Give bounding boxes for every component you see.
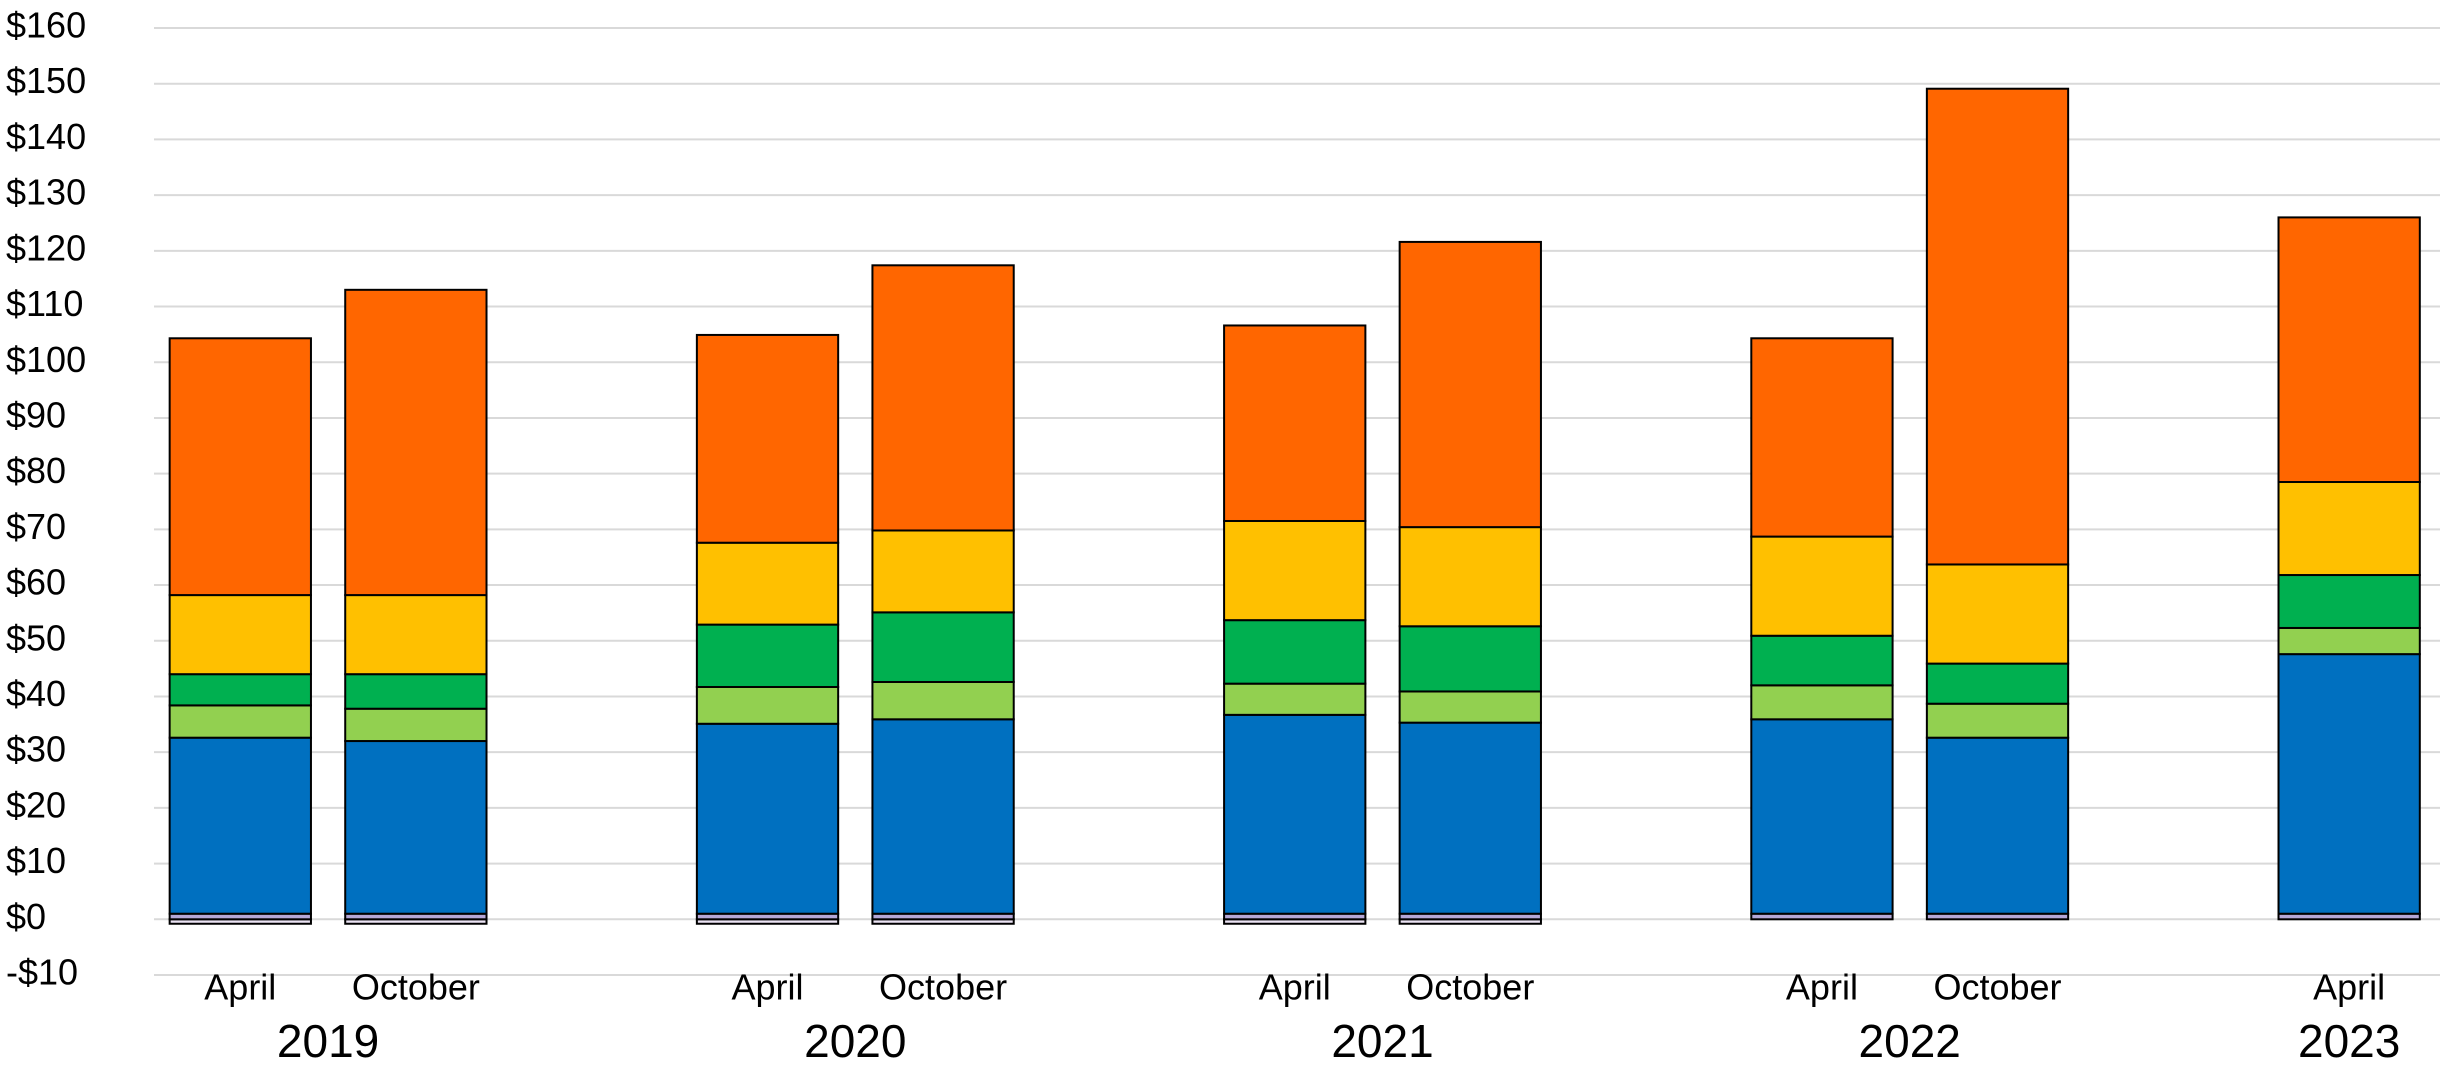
- bar-segment: [1750, 684, 1894, 721]
- bar-segment: [168, 337, 312, 597]
- x-tick-label: April: [1259, 967, 1331, 1008]
- bar-segment: [1925, 662, 2070, 705]
- y-tick-label: $140: [6, 116, 86, 157]
- y-tick-label: $120: [6, 227, 86, 268]
- y-tick-label: -$10: [6, 952, 78, 993]
- bar-segment: [871, 529, 1015, 614]
- y-tick-label: $90: [6, 394, 66, 435]
- bar-segment: [344, 707, 488, 743]
- bar-segment: [344, 673, 488, 710]
- y-tick-label: $10: [6, 840, 66, 881]
- group-label: 2023: [2298, 1015, 2400, 1067]
- bar-segment: [1398, 240, 1542, 529]
- x-tick-label: October: [1933, 967, 2061, 1008]
- bar-segment: [1398, 721, 1542, 915]
- bar-segment: [168, 673, 312, 707]
- group-label: 2021: [1331, 1015, 1433, 1067]
- bar-segment: [2277, 216, 2421, 484]
- bar-segment: [695, 541, 840, 626]
- bar-segment: [1925, 736, 2070, 915]
- y-tick-label: $50: [6, 617, 66, 658]
- y-tick-label: $80: [6, 450, 66, 491]
- x-tick-label: October: [1406, 967, 1534, 1008]
- bar-segment: [1925, 563, 2070, 665]
- bar-segment: [1223, 682, 1367, 716]
- bar-segment: [1750, 634, 1894, 687]
- bar-segment: [695, 333, 840, 544]
- y-tick-label: $150: [6, 60, 86, 101]
- y-tick-label: $0: [6, 896, 46, 937]
- bar-segment: [168, 704, 312, 739]
- bar-segment: [1398, 625, 1542, 693]
- bar-segment: [871, 264, 1015, 532]
- y-tick-label: $130: [6, 172, 86, 213]
- bar-segment: [1750, 337, 1894, 538]
- x-tick-label: April: [2313, 967, 2385, 1008]
- y-tick-label: $40: [6, 673, 66, 714]
- bar-segment: [1223, 519, 1367, 622]
- bar-segment: [871, 680, 1015, 721]
- x-tick-label: October: [352, 967, 480, 1008]
- bar-segment: [871, 611, 1015, 683]
- x-tick-label: April: [204, 967, 276, 1008]
- y-tick-label: $30: [6, 729, 66, 770]
- bar-segment: [344, 594, 488, 676]
- bar-segment: [2277, 481, 2421, 577]
- x-tick-label: April: [1786, 967, 1858, 1008]
- group-label: 2020: [804, 1015, 906, 1067]
- bar-segment: [1398, 690, 1542, 724]
- bar-segment: [695, 623, 840, 689]
- y-tick-label: $110: [6, 283, 83, 324]
- x-tick-label: October: [879, 967, 1007, 1008]
- bar-segment: [2277, 653, 2421, 915]
- bar-segment: [1223, 713, 1367, 915]
- bar-segment: [344, 740, 488, 915]
- bar-segment: [695, 722, 840, 915]
- bar-segment: [344, 288, 488, 597]
- y-tick-label: $70: [6, 506, 66, 547]
- bar-segment: [1925, 87, 2070, 566]
- bar-segment: [1750, 718, 1894, 915]
- x-tick-label: April: [732, 967, 804, 1008]
- bar-segment: [1223, 619, 1367, 685]
- bar-segment: [1750, 535, 1894, 637]
- group-label: 2019: [277, 1015, 379, 1067]
- y-tick-label: $20: [6, 784, 66, 825]
- bar-segment: [695, 686, 840, 725]
- group-label: 2022: [1859, 1015, 1961, 1067]
- y-tick-label: $60: [6, 562, 66, 603]
- bar-segment: [871, 718, 1015, 915]
- bar-segment: [168, 736, 312, 915]
- bar-segment: [1223, 324, 1367, 522]
- bar-segment: [2277, 574, 2421, 629]
- bar-segment: [1398, 526, 1542, 628]
- bar-segment: [2277, 626, 2421, 656]
- y-tick-label: $160: [6, 5, 86, 46]
- y-tick-label: $100: [6, 339, 86, 380]
- bar-segment: [1925, 702, 2070, 739]
- bar-segment: [168, 594, 312, 676]
